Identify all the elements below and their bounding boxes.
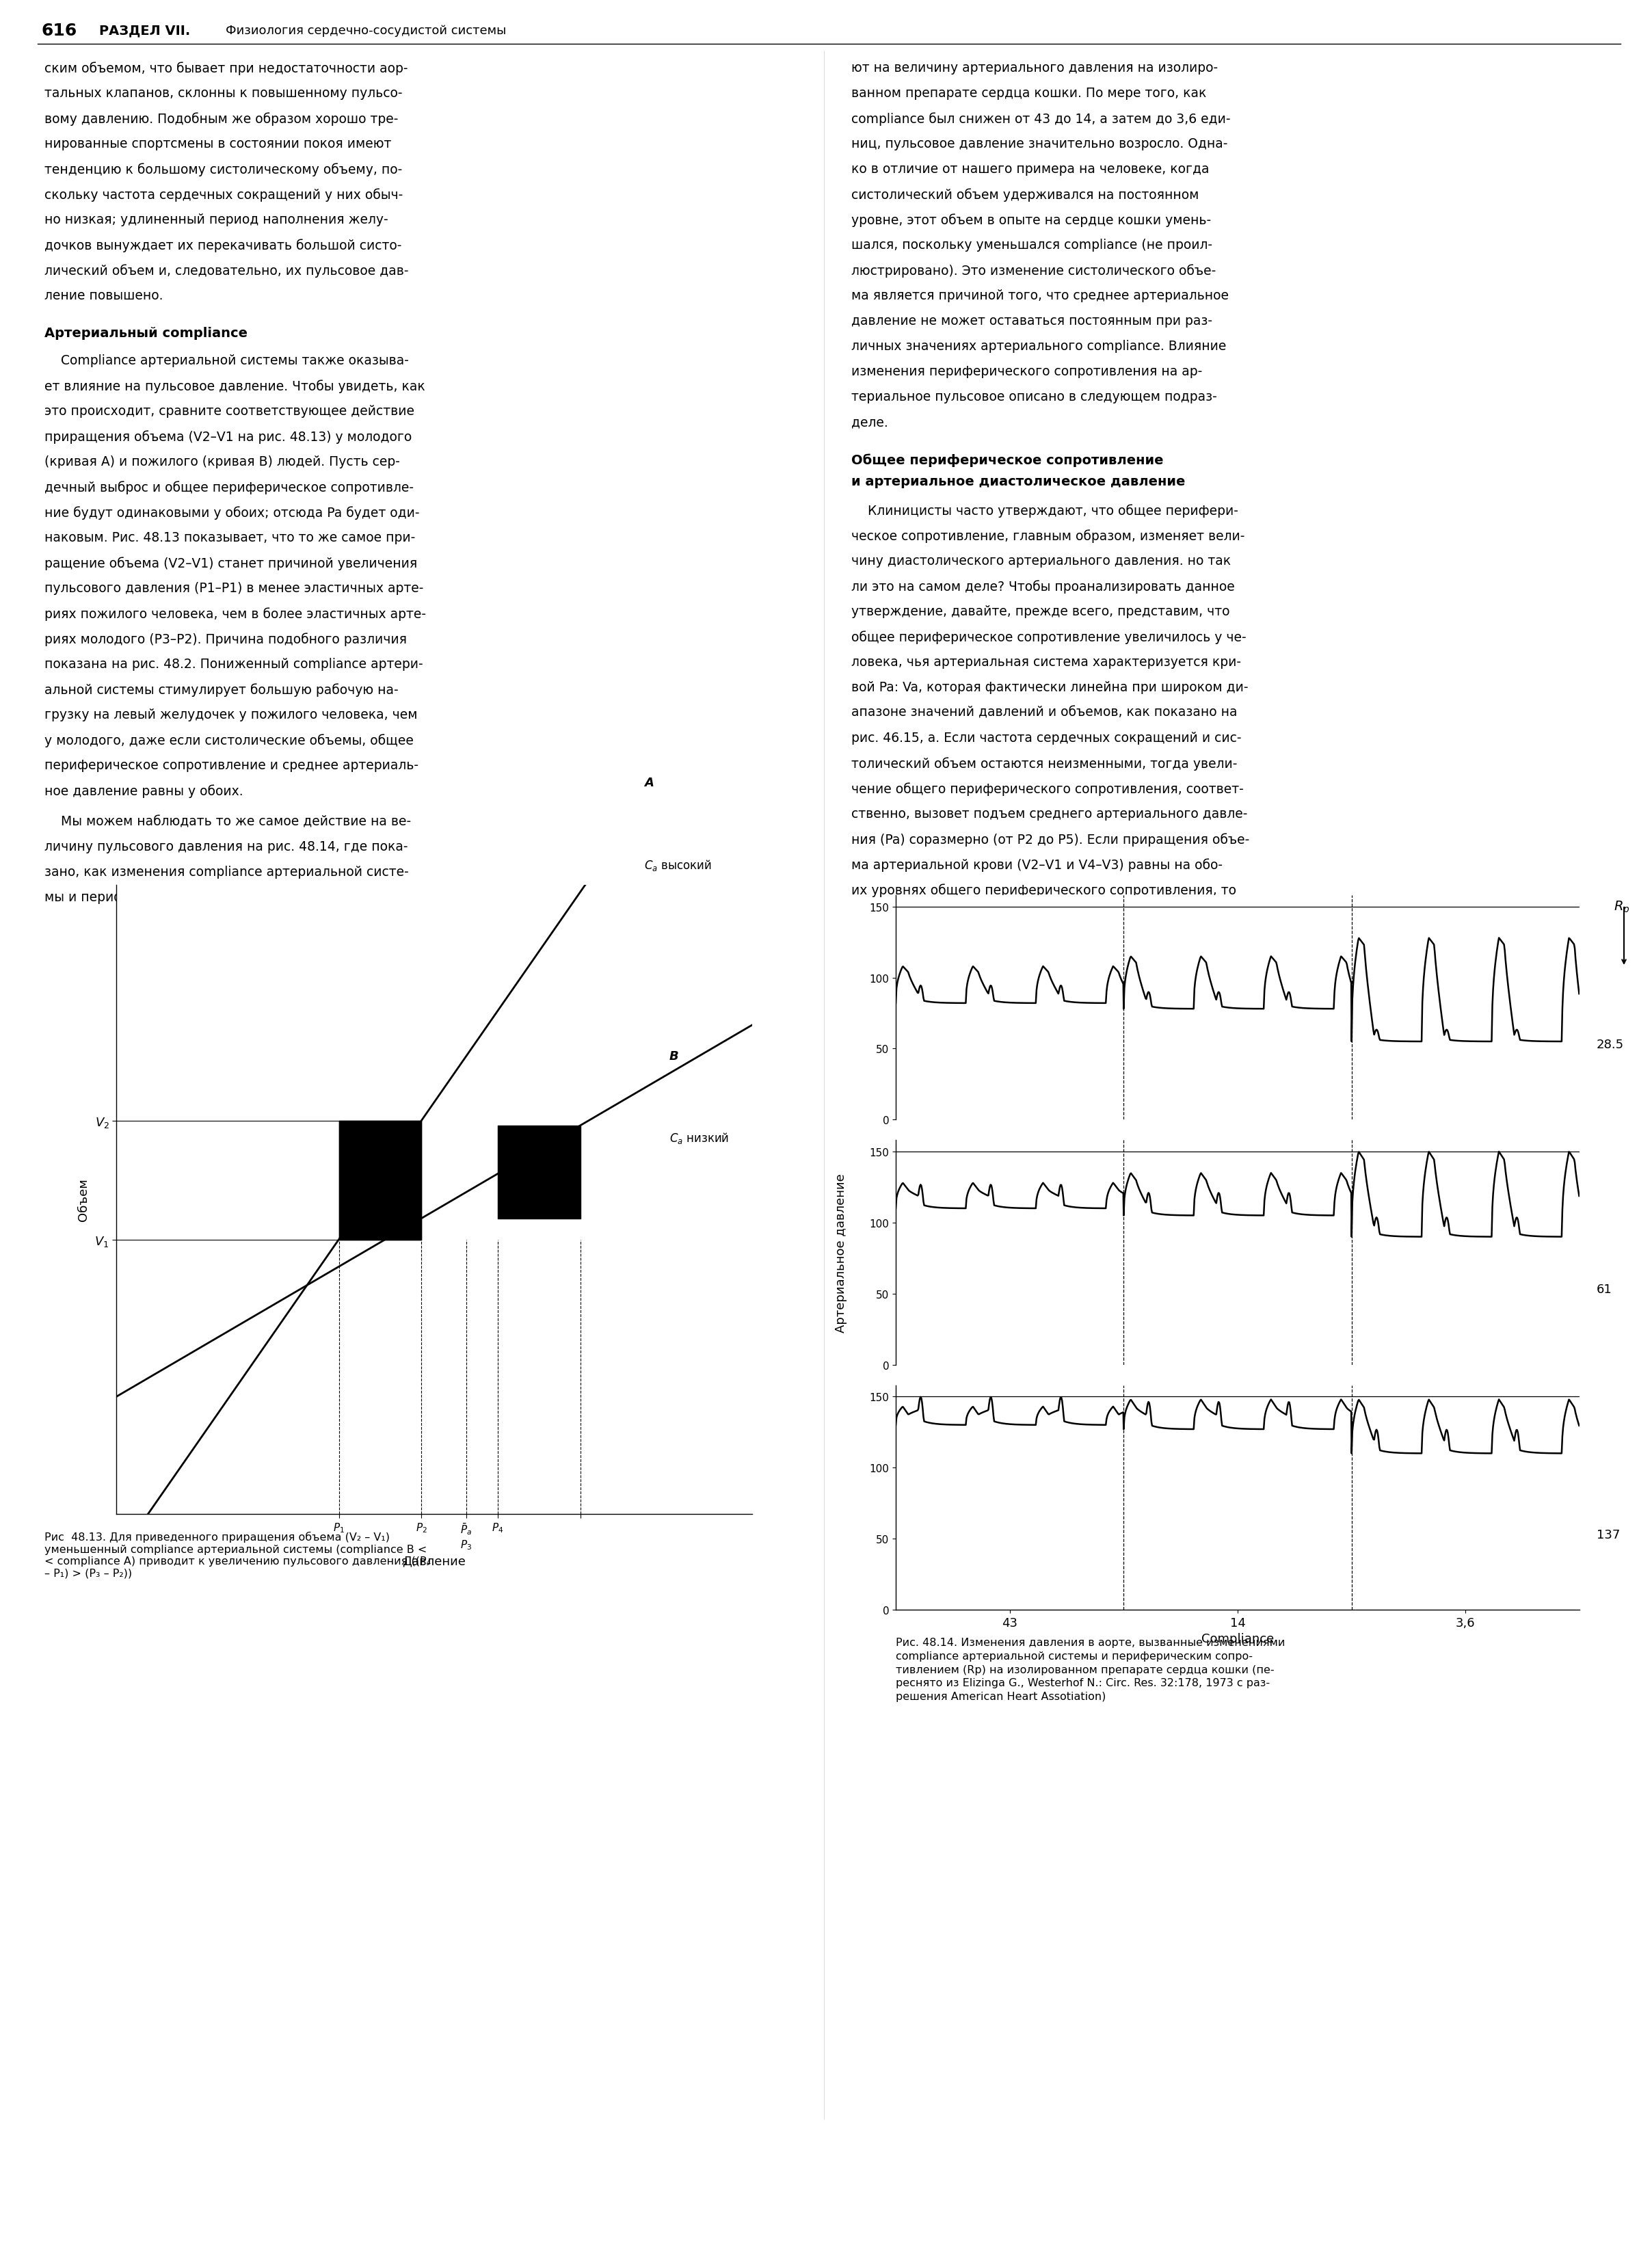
X-axis label: Compliance: Compliance bbox=[1201, 1634, 1274, 1645]
Text: личину пульсового давления на рис. 48.14, где пока-: личину пульсового давления на рис. 48.14… bbox=[45, 840, 408, 854]
Text: это происходит, сравните соответствующее действие: это происходит, сравните соответствующее… bbox=[45, 404, 415, 418]
Text: зано, как изменения compliance артериальной систе-: зано, как изменения compliance артериаль… bbox=[45, 865, 408, 879]
Text: Мы можем наблюдать то же самое действие на ве-: Мы можем наблюдать то же самое действие … bbox=[45, 816, 411, 827]
Text: 137: 137 bbox=[1596, 1528, 1621, 1541]
Text: ют на величину артериального давления на изолиро-: ют на величину артериального давления на… bbox=[851, 61, 1218, 74]
Text: ственно, вызовет подъем среднего артериального давле-: ственно, вызовет подъем среднего артериа… bbox=[851, 807, 1247, 820]
Text: уровне, этот объем в опыте на сердце кошки умень-: уровне, этот объем в опыте на сердце кош… bbox=[851, 213, 1211, 227]
Text: ния (Pa) соразмерно (от P2 до P5). Если приращения объе-: ния (Pa) соразмерно (от P2 до P5). Если … bbox=[851, 834, 1249, 847]
Text: compliance был снижен от 43 до 14, а затем до 3,6 еди-: compliance был снижен от 43 до 14, а зат… bbox=[851, 112, 1231, 126]
Text: тальных клапанов, склонны к повышенному пульсо-: тальных клапанов, склонны к повышенному … bbox=[45, 88, 403, 99]
Text: териальное пульсовое описано в следующем подраз-: териальное пульсовое описано в следующем… bbox=[851, 391, 1218, 402]
Text: риях пожилого человека, чем в более эластичных арте-: риях пожилого человека, чем в более элас… bbox=[45, 607, 426, 620]
Text: $C_a$ низкий: $C_a$ низкий bbox=[669, 1130, 729, 1146]
Text: ческое сопротивление, главным образом, изменяет вели-: ческое сопротивление, главным образом, и… bbox=[851, 528, 1244, 542]
Text: Compliance артериальной системы также оказыва-: Compliance артериальной системы также ок… bbox=[45, 355, 408, 366]
Text: изменения периферического сопротивления на ар-: изменения периферического сопротивления … bbox=[851, 364, 1203, 377]
Text: ращение объема (V2–V1) станет причиной увеличения: ращение объема (V2–V1) станет причиной у… bbox=[45, 557, 418, 571]
Text: ма артериальной крови (V2–V1 и V4–V3) равны на обо-: ма артериальной крови (V2–V1 и V4–V3) ра… bbox=[851, 858, 1222, 872]
Text: пульсового давления (P1–P1) в менее эластичных арте-: пульсового давления (P1–P1) в менее элас… bbox=[45, 582, 423, 595]
Text: (кривая A) и пожилого (кривая B) людей. Пусть сер-: (кривая A) и пожилого (кривая B) людей. … bbox=[45, 456, 400, 467]
Text: Рис. 48.14. Изменения давления в аорте, вызванные изменениями
compliance артериа: Рис. 48.14. Изменения давления в аорте, … bbox=[895, 1638, 1285, 1701]
Text: нированные спортсмены в состоянии покоя имеют: нированные спортсмены в состоянии покоя … bbox=[45, 137, 392, 151]
Text: лический объем и, следовательно, их пульсовое дав-: лический объем и, следовательно, их пуль… bbox=[45, 263, 408, 276]
Text: чину диастолического артериального давления. но так: чину диастолического артериального давле… bbox=[851, 555, 1231, 568]
Text: риях молодого (P3–P2). Причина подобного различия: риях молодого (P3–P2). Причина подобного… bbox=[45, 631, 406, 645]
Text: ловека, чья артериальная система характеризуется кри-: ловека, чья артериальная система характе… bbox=[851, 656, 1241, 670]
Text: вому давлению. Подобным же образом хорошо тре-: вому давлению. Подобным же образом хорош… bbox=[45, 112, 398, 126]
Text: дечный выброс и общее периферическое сопротивле-: дечный выброс и общее периферическое соп… bbox=[45, 481, 413, 494]
Text: чение общего периферического сопротивления, соответ-: чение общего периферического сопротивлен… bbox=[851, 782, 1244, 795]
Text: Артериальный compliance: Артериальный compliance bbox=[45, 326, 248, 339]
Text: B: B bbox=[669, 1049, 679, 1063]
Text: 61: 61 bbox=[1596, 1283, 1612, 1297]
Text: Физиология сердечно-сосудистой системы: Физиология сердечно-сосудистой системы bbox=[226, 25, 506, 36]
Text: рис. 46.15, а. Если частота сердечных сокращений и сис-: рис. 46.15, а. Если частота сердечных со… bbox=[851, 733, 1241, 744]
Text: толический объем остаются неизменными, тогда увели-: толический объем остаются неизменными, т… bbox=[851, 757, 1237, 771]
Text: скольку частота сердечных сокращений у них обыч-: скольку частота сердечных сокращений у н… bbox=[45, 189, 403, 202]
Text: Клиницисты часто утверждают, что общее перифери-: Клиницисты часто утверждают, что общее п… bbox=[851, 503, 1239, 517]
Text: и артериальное диастолическое давление: и артериальное диастолическое давление bbox=[851, 474, 1184, 488]
Text: альной системы стимулирует большую рабочую на-: альной системы стимулирует большую рабоч… bbox=[45, 683, 398, 697]
Text: люстрировано). Это изменение систолического объе-: люстрировано). Это изменение систолическ… bbox=[851, 263, 1216, 276]
Text: утверждение, давайте, прежде всего, представим, что: утверждение, давайте, прежде всего, пред… bbox=[851, 604, 1229, 618]
Text: ским объемом, что бывает при недостаточности аор-: ским объемом, что бывает при недостаточн… bbox=[45, 61, 408, 74]
Text: приращения объема (V2–V1 на рис. 48.13) у молодого: приращения объема (V2–V1 на рис. 48.13) … bbox=[45, 429, 411, 443]
Text: грузку на левый желудочек у пожилого человека, чем: грузку на левый желудочек у пожилого чел… bbox=[45, 708, 418, 721]
Text: у молодого, даже если систолические объемы, общее: у молодого, даже если систолические объе… bbox=[45, 733, 413, 746]
Text: ниц, пульсовое давление значительно возросло. Одна-: ниц, пульсовое давление значительно возр… bbox=[851, 137, 1227, 151]
Text: тенденцию к большому систолическому объему, по-: тенденцию к большому систолическому объе… bbox=[45, 162, 401, 175]
Text: ма является причиной того, что среднее артериальное: ма является причиной того, что среднее а… bbox=[851, 290, 1229, 301]
Text: ление повышено.: ление повышено. bbox=[45, 290, 164, 301]
Text: $R_p$: $R_p$ bbox=[1614, 899, 1631, 917]
Text: $C_a$ высокий: $C_a$ высокий bbox=[644, 858, 712, 872]
Text: 616: 616 bbox=[41, 22, 76, 38]
Text: общее периферическое сопротивление увеличилось у че-: общее периферическое сопротивление увели… bbox=[851, 629, 1246, 643]
Text: их уровнях общего периферического сопротивления, то: их уровнях общего периферического сопрот… bbox=[851, 883, 1236, 897]
Text: мы и периферического сопротивления Rp воздейству-: мы и периферического сопротивления Rp во… bbox=[45, 890, 416, 903]
Text: ванном препарате сердца кошки. По мере того, как: ванном препарате сердца кошки. По мере т… bbox=[851, 88, 1206, 99]
Text: апазоне значений давлений и объемов, как показано на: апазоне значений давлений и объемов, как… bbox=[851, 706, 1237, 719]
Text: наковым. Рис. 48.13 показывает, что то же самое при-: наковым. Рис. 48.13 показывает, что то ж… bbox=[45, 530, 415, 544]
Text: дочков вынуждает их перекачивать большой систо-: дочков вынуждает их перекачивать большой… bbox=[45, 238, 401, 252]
Text: ли это на самом деле? Чтобы проанализировать данное: ли это на самом деле? Чтобы проанализиро… bbox=[851, 580, 1234, 593]
Text: РАЗДЕЛ VII.: РАЗДЕЛ VII. bbox=[99, 25, 190, 38]
Text: Артериальное давление: Артериальное давление bbox=[834, 1173, 847, 1332]
Text: давление не может оставаться постоянным при раз-: давление не может оставаться постоянным … bbox=[851, 315, 1213, 328]
Text: показана на рис. 48.2. Пониженный compliance артери-: показана на рис. 48.2. Пониженный compli… bbox=[45, 658, 423, 670]
Y-axis label: Объем: Объем bbox=[78, 1177, 89, 1220]
Text: систолический объем удерживался на постоянном: систолический объем удерживался на посто… bbox=[851, 189, 1199, 202]
Text: ет влияние на пульсовое давление. Чтобы увидеть, как: ет влияние на пульсовое давление. Чтобы … bbox=[45, 380, 425, 393]
Text: ко в отличие от нашего примера на человеке, когда: ко в отличие от нашего примера на челове… bbox=[851, 162, 1209, 175]
X-axis label: Давление: Давление bbox=[403, 1555, 466, 1566]
Text: Общее периферическое сопротивление: Общее периферическое сопротивление bbox=[851, 454, 1163, 467]
Text: шался, поскольку уменьшался compliance (не проил-: шался, поскольку уменьшался compliance (… bbox=[851, 238, 1213, 252]
Text: личных значениях артериального compliance. Влияние: личных значениях артериального complianc… bbox=[851, 339, 1226, 353]
Text: A: A bbox=[644, 777, 654, 789]
Text: ное давление равны у обоих.: ное давление равны у обоих. bbox=[45, 784, 243, 798]
Text: периферическое сопротивление и среднее артериаль-: периферическое сопротивление и среднее а… bbox=[45, 759, 418, 771]
Text: но низкая; удлиненный период наполнения желу-: но низкая; удлиненный период наполнения … bbox=[45, 213, 388, 227]
Text: 28.5: 28.5 bbox=[1596, 1038, 1624, 1052]
Text: деле.: деле. bbox=[851, 416, 889, 429]
Text: вой Pa: Va, которая фактически линейна при широком ди-: вой Pa: Va, которая фактически линейна п… bbox=[851, 681, 1249, 694]
Text: ние будут одинаковыми у обоих; отсюда Pa будет оди-: ние будут одинаковыми у обоих; отсюда Pa… bbox=[45, 506, 420, 519]
Text: Рис  48.13. Для приведенного приращения объема (V₂ – V₁)
уменьшенный compliance : Рис 48.13. Для приведенного приращения о… bbox=[45, 1530, 431, 1577]
